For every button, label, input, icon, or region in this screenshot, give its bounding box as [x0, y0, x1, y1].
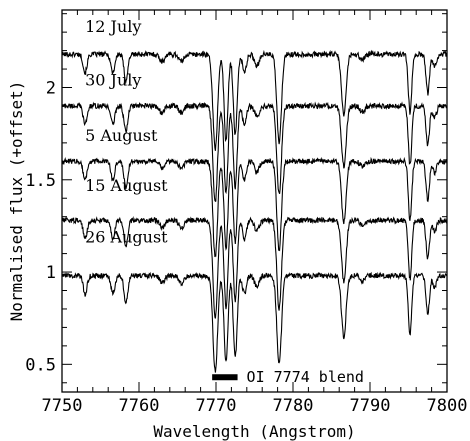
- x-tick-label: 7780: [273, 396, 314, 416]
- series-date-label: 30 July: [85, 71, 141, 90]
- oi-blend-bar: [212, 374, 238, 381]
- y-tick-label: 1.5: [25, 171, 56, 191]
- series-date-label: 12 July: [85, 17, 141, 36]
- y-tick-label: 2: [46, 79, 56, 99]
- spectrum-line: [61, 271, 448, 373]
- spectrum-line: [61, 156, 448, 258]
- x-axis-label: Wavelength (Angstrom): [153, 422, 355, 441]
- x-tick-label: 7750: [42, 396, 83, 416]
- plot-frame: [61, 9, 448, 393]
- spectrum-line: [61, 101, 448, 203]
- oi-blend-label: OI 7774 blend: [247, 368, 364, 386]
- annotation: OI 7774 blend: [212, 368, 364, 386]
- y-axis-label: Normalised flux (+offset): [7, 81, 26, 322]
- x-tick-label: 7800: [427, 396, 468, 416]
- series-labels: 12 July 30 July 5 August 15 August 26 August: [85, 17, 168, 246]
- spectrum-line: [61, 216, 448, 319]
- x-tick-label: 7770: [196, 396, 237, 416]
- y-tick-label: 0.5: [25, 355, 56, 375]
- series-date-label: 15 August: [85, 176, 168, 195]
- series-date-label: 26 August: [85, 228, 168, 247]
- spectrum-line: [61, 49, 448, 151]
- x-tick-label: 7760: [119, 396, 160, 416]
- spectra-series: [61, 49, 448, 373]
- series-date-label: 5 August: [85, 126, 158, 145]
- x-tick-label: 7790: [350, 396, 391, 416]
- y-tick-label: 1: [46, 263, 56, 283]
- axis-ticks: 7750 7760 7770 7780 7790 7800 0.5 1 1.5 2: [25, 10, 467, 416]
